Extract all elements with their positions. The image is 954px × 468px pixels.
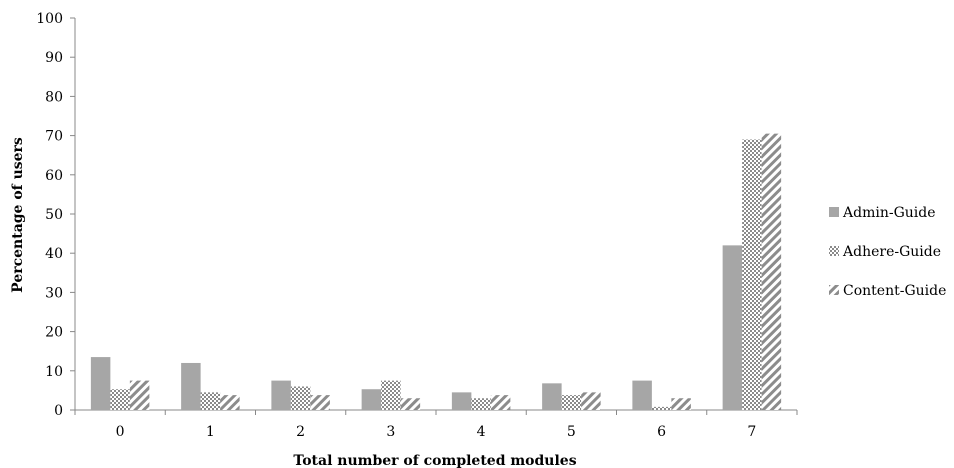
x-tick-label: 6	[657, 424, 666, 440]
axes: 0 10 20 30 40 50 60 70 80 90 100 0 1 2 3 4 5 6 7	[36, 11, 798, 440]
bar-content-guide-3	[400, 398, 421, 410]
bars	[90, 133, 782, 410]
legend: Admin-Guide Adhere-Guide Content-Guide	[829, 205, 946, 299]
bar-admin-guide-0	[90, 357, 111, 410]
bar-adhere-guide-1	[200, 392, 221, 410]
bar-content-guide-2	[310, 395, 330, 410]
y-tick-label: 50	[45, 207, 63, 223]
legend-label: Admin-Guide	[842, 205, 936, 221]
bar-adhere-guide-5	[561, 395, 582, 410]
bar-adhere-guide-0	[110, 389, 130, 410]
y-tick-label: 0	[54, 403, 63, 419]
bar-adhere-guide-2	[290, 386, 311, 410]
x-tick-label: 1	[206, 424, 215, 440]
legend-swatch	[829, 285, 839, 295]
y-tick-label: 80	[45, 89, 63, 105]
y-tick-label: 40	[45, 246, 63, 262]
legend-swatch	[829, 207, 839, 217]
y-tick-label: 10	[45, 364, 63, 380]
x-tick-label: 5	[567, 424, 576, 440]
x-axis-title: Total number of completed modules	[293, 453, 576, 468]
bar-adhere-guide-7	[742, 139, 762, 410]
x-tick-label: 2	[296, 424, 305, 440]
bar-admin-guide-3	[361, 389, 382, 410]
bar-adhere-guide-3	[381, 380, 401, 410]
bar-admin-guide-4	[451, 392, 472, 410]
y-tick-label: 90	[45, 50, 63, 66]
y-axis-title: Percentage of users	[10, 137, 26, 293]
bar-adhere-guide-4	[471, 398, 491, 410]
bar-adhere-guide-6	[651, 406, 672, 410]
bar-content-guide-4	[490, 395, 511, 410]
x-tick-label: 7	[747, 424, 756, 440]
y-tick-label: 60	[45, 168, 63, 184]
y-tick-label: 70	[45, 129, 63, 145]
bar-admin-guide-1	[181, 362, 201, 410]
y-tick-label: 100	[36, 11, 63, 27]
x-tick-label: 0	[116, 424, 125, 440]
bar-content-guide-7	[761, 133, 782, 410]
bar-content-guide-5	[581, 392, 601, 410]
bar-admin-guide-7	[722, 245, 743, 410]
legend-label: Content-Guide	[843, 283, 946, 299]
y-tick-label: 20	[45, 325, 63, 341]
bar-admin-guide-5	[542, 383, 562, 410]
x-tick-label: 3	[386, 424, 395, 440]
bar-content-guide-0	[129, 380, 150, 410]
y-tick-label: 30	[45, 285, 63, 301]
bar-admin-guide-2	[271, 380, 291, 410]
x-tick-label: 4	[477, 424, 486, 440]
bar-content-guide-1	[220, 395, 240, 410]
bar-content-guide-6	[671, 398, 691, 410]
bar-admin-guide-6	[632, 380, 652, 410]
legend-label: Adhere-Guide	[842, 244, 941, 260]
legend-swatch	[829, 246, 839, 256]
